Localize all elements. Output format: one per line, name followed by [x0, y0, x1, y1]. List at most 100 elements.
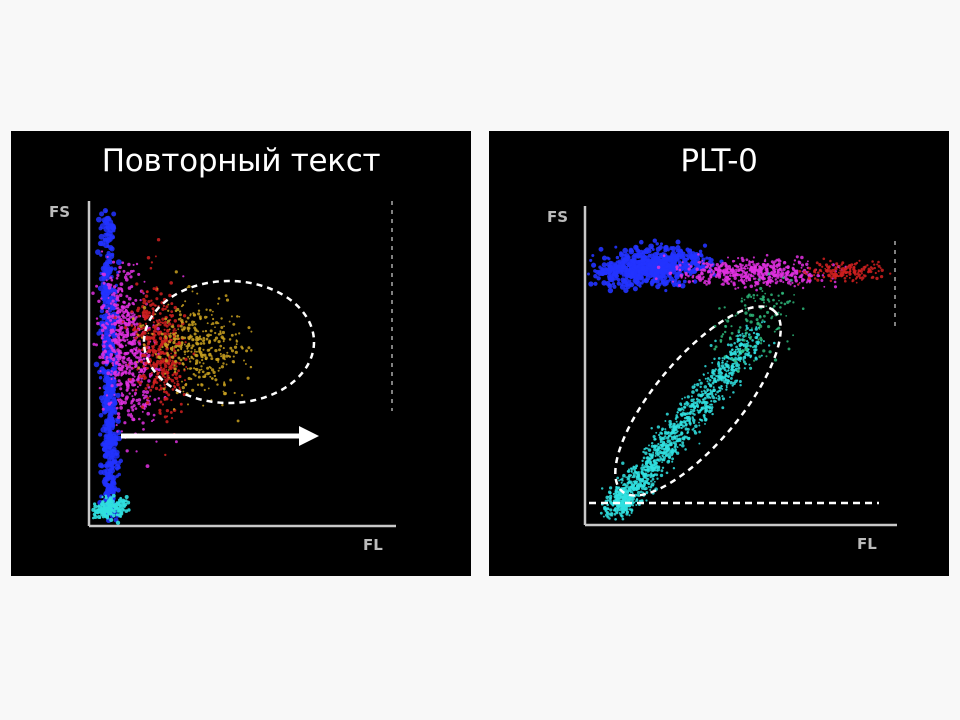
scatter-point — [219, 352, 222, 355]
scatter-point — [137, 314, 141, 318]
scatter-point — [727, 282, 730, 285]
scatter-point — [135, 450, 138, 453]
scatter-point — [689, 423, 692, 426]
scatter-point — [109, 268, 114, 272]
scatter-point — [159, 342, 164, 347]
scatter-point — [772, 304, 776, 308]
scatter-point — [653, 444, 657, 449]
scatter-point — [727, 357, 731, 360]
scatter-point — [170, 302, 174, 306]
scatter-point — [184, 383, 188, 387]
scatter-point — [656, 458, 659, 461]
scatter-point — [201, 353, 205, 357]
scatter-point — [686, 257, 690, 261]
scatter-point — [644, 486, 648, 491]
scatter-point — [217, 297, 221, 300]
scatter-point — [638, 276, 643, 281]
scatter-point — [686, 432, 689, 435]
scatter-point — [676, 430, 679, 433]
scatter-point — [159, 323, 162, 326]
scatter-point — [106, 255, 109, 259]
scatter-point — [178, 313, 182, 317]
scatter-point — [107, 468, 111, 472]
scatter-point — [225, 354, 229, 358]
scatter-point — [774, 281, 778, 285]
scatter-point — [704, 392, 707, 395]
scatter-point — [675, 451, 677, 453]
scatter-point — [679, 273, 684, 278]
scatter-point — [725, 388, 728, 391]
scatter-point — [160, 388, 163, 391]
scatter-point — [215, 357, 219, 361]
scatter-point — [786, 340, 789, 343]
scatter-point — [705, 280, 708, 283]
scatter-point — [194, 353, 198, 357]
scatter-point — [712, 379, 716, 383]
scatter-point — [96, 505, 100, 508]
scatter-point — [165, 397, 169, 401]
scatter-point — [143, 407, 146, 410]
scatter-point — [762, 296, 765, 299]
scatter-point — [712, 386, 715, 389]
scatter-point — [134, 336, 138, 340]
scatter-point — [739, 383, 742, 387]
scatter-point — [704, 422, 706, 425]
scatter-point — [717, 265, 721, 269]
scatter-point — [730, 331, 734, 335]
scatter-point — [830, 274, 832, 276]
scatter-point — [194, 350, 196, 353]
scatter-point — [182, 357, 185, 360]
scatter-point — [207, 371, 211, 375]
scatter-point — [230, 349, 235, 353]
scatter-point — [654, 465, 659, 470]
scatter-point — [737, 366, 741, 370]
scatter-point — [142, 300, 146, 305]
scatter-point — [128, 377, 132, 381]
scatter-point — [115, 392, 121, 399]
scatter-point — [142, 343, 146, 347]
scatter-point — [102, 508, 107, 513]
scatter-point — [609, 501, 613, 504]
scatter-point — [168, 328, 171, 331]
scatter-point — [163, 383, 167, 387]
scatter-point — [173, 386, 177, 389]
scatter-point — [92, 512, 97, 517]
scatter-point — [752, 256, 755, 259]
scatter-point — [625, 283, 631, 290]
scatter-point — [662, 456, 666, 460]
scatter-point — [126, 409, 131, 413]
scatter-point — [729, 352, 733, 357]
scatter-point — [161, 345, 164, 349]
scatter-point — [720, 335, 724, 338]
scatter-point — [110, 384, 114, 388]
scatter-point — [189, 360, 192, 363]
scatter-point — [733, 342, 736, 345]
scatter-point — [786, 300, 790, 304]
scatter-point — [766, 280, 770, 284]
scatter-point — [716, 390, 719, 394]
scatter-point — [131, 339, 134, 343]
scatter-point — [732, 269, 736, 272]
scatter-point — [702, 275, 705, 279]
scatter-point — [146, 383, 150, 387]
scatter-point — [230, 333, 234, 337]
scatter-point — [119, 282, 124, 286]
scatter-point — [183, 336, 187, 340]
scatter-point — [723, 376, 726, 379]
scatter-point — [753, 344, 758, 349]
scatter-point — [837, 275, 840, 278]
scatter-point — [167, 355, 172, 359]
scatter-point — [178, 345, 181, 348]
scatter-point — [734, 379, 738, 384]
scatter-point — [195, 338, 199, 342]
scatter-point — [690, 408, 693, 411]
scatter-point — [114, 338, 118, 341]
scatter-point — [159, 292, 163, 296]
scatter-point — [740, 299, 744, 303]
scatter-point — [119, 311, 122, 314]
scatter-point — [162, 375, 165, 378]
scatter-point — [698, 378, 701, 382]
scatter-point — [760, 276, 763, 280]
scatter-point — [654, 469, 657, 472]
scatter-point — [92, 342, 96, 346]
